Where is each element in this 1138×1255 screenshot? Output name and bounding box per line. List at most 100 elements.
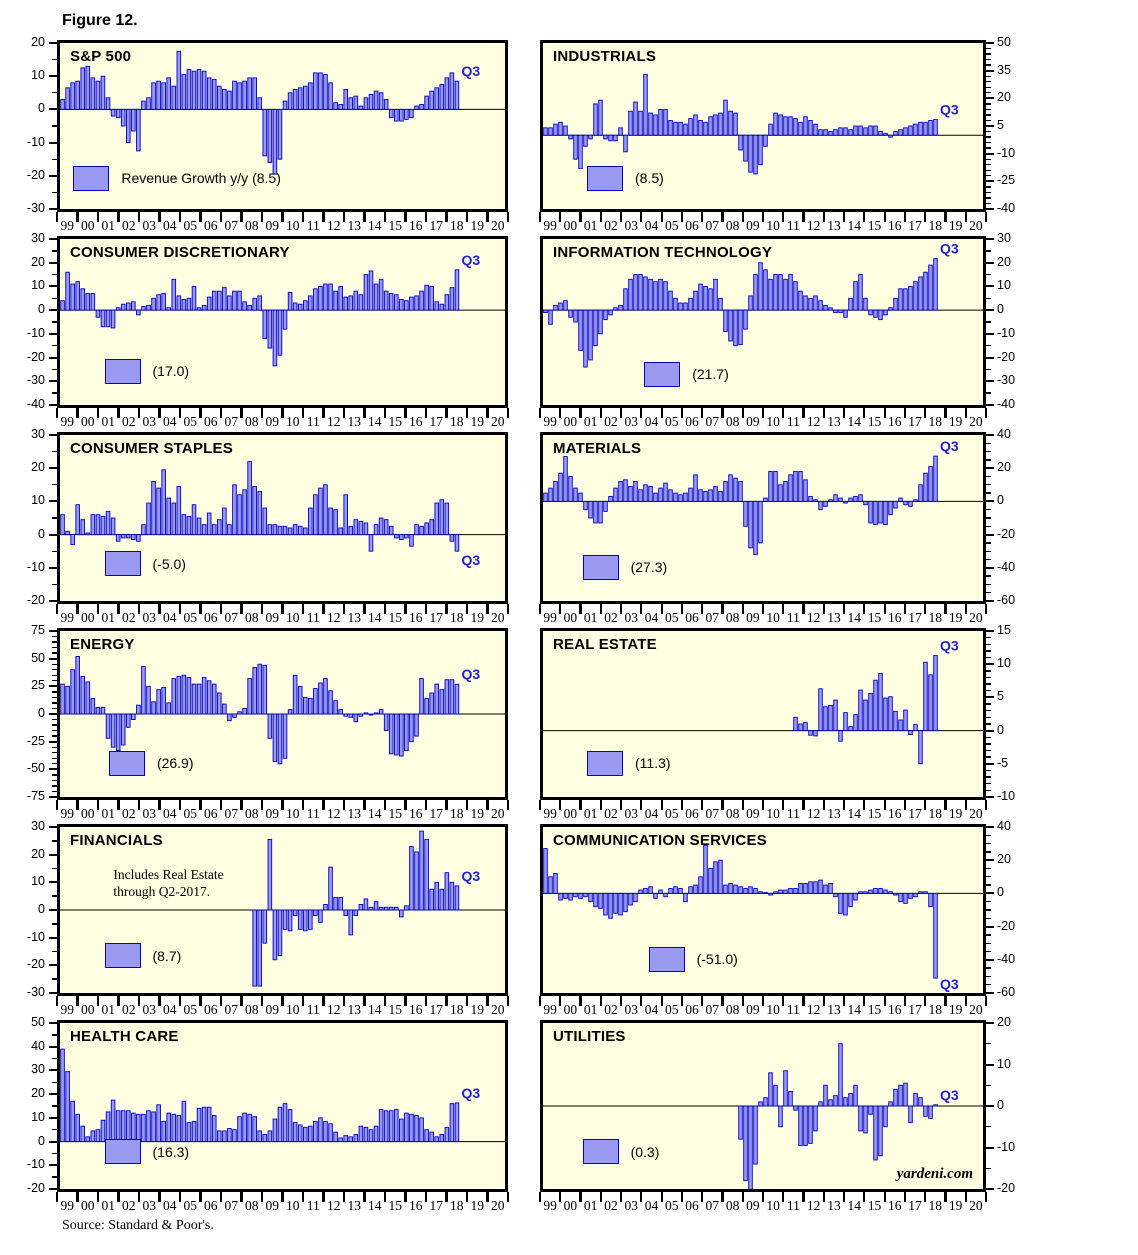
y-minor-tick xyxy=(986,492,991,494)
bar xyxy=(373,524,379,536)
bar xyxy=(353,713,359,723)
x-axis-tick xyxy=(76,604,79,614)
bar xyxy=(793,118,798,136)
bar xyxy=(883,697,888,732)
bar xyxy=(297,87,303,110)
x-axis-tick xyxy=(640,800,643,810)
bar xyxy=(444,872,450,911)
legend-label: (17.0) xyxy=(152,363,190,380)
x-axis-label: 08 xyxy=(725,610,740,625)
bar xyxy=(723,309,728,332)
x-axis-label: 20 xyxy=(969,610,983,625)
bar xyxy=(151,82,156,110)
x-axis-tick xyxy=(802,212,805,222)
y-minor-tick xyxy=(52,158,57,160)
bar xyxy=(928,674,933,732)
bar xyxy=(878,131,883,136)
bar xyxy=(693,474,698,502)
chart-health-care: Q3 HEALTH CARE (16.3) xyxy=(57,1020,508,1192)
bar xyxy=(156,487,161,536)
bar xyxy=(378,278,384,311)
y-minor-tick xyxy=(986,86,991,88)
y-minor-tick xyxy=(52,1176,57,1178)
bar xyxy=(257,909,263,987)
y-minor-tick xyxy=(986,475,991,478)
x-axis-label: 15 xyxy=(388,414,403,429)
x-axis-tick xyxy=(924,604,927,614)
bar xyxy=(161,469,166,536)
bar xyxy=(196,1107,202,1143)
bar xyxy=(171,278,177,311)
x-axis-label: 20 xyxy=(969,218,983,233)
x-axis-tick xyxy=(117,408,120,418)
bar xyxy=(277,1106,283,1143)
x-axis-tick xyxy=(984,1192,988,1202)
x-axis-tick xyxy=(76,408,79,418)
x-axis-label: 18 xyxy=(450,218,464,233)
x-axis-tick xyxy=(322,800,325,810)
x-axis-tick xyxy=(701,212,704,222)
bar xyxy=(338,709,343,715)
legend-financials: (8.7) xyxy=(104,943,181,969)
bar xyxy=(878,887,883,894)
x-axis-tick xyxy=(117,212,120,222)
bar xyxy=(227,713,232,722)
bar xyxy=(373,90,379,110)
bar xyxy=(683,892,688,903)
x-axis-label: 99 xyxy=(60,414,75,429)
y-minor-tick xyxy=(52,790,57,793)
x-axis-label: 17 xyxy=(429,1198,444,1213)
x-axis-tick xyxy=(579,408,582,418)
x-axis-tick xyxy=(219,212,223,222)
bar xyxy=(409,845,414,911)
x-axis-label: 99 xyxy=(543,610,557,625)
bar xyxy=(176,295,182,311)
x-axis-label: 13 xyxy=(827,218,841,233)
x-axis-label: 04 xyxy=(163,610,177,625)
x-axis-tick xyxy=(383,604,387,614)
y-major-tick xyxy=(986,380,994,383)
chart-title-materials: MATERIALS xyxy=(553,440,642,457)
bar xyxy=(548,309,553,325)
legend-swatch-icon xyxy=(104,943,141,969)
bar xyxy=(848,892,853,908)
bar xyxy=(628,278,633,311)
bar xyxy=(323,484,328,536)
bar xyxy=(553,304,558,311)
bar xyxy=(232,290,237,311)
x-axis-tick xyxy=(219,996,223,1006)
x-axis-tick xyxy=(445,408,448,418)
bar xyxy=(399,534,404,541)
x-axis-tick xyxy=(486,408,489,418)
y-minor-tick xyxy=(986,525,991,527)
bar xyxy=(348,713,354,718)
x-axis-label: 06 xyxy=(204,218,218,233)
x-axis-label: 07 xyxy=(224,414,239,429)
bar xyxy=(903,288,908,311)
x-axis-tick xyxy=(640,996,643,1006)
bar xyxy=(558,121,563,136)
bar xyxy=(176,486,182,536)
x-axis-label: 05 xyxy=(183,610,198,625)
bar xyxy=(292,302,298,311)
bar xyxy=(313,909,318,916)
bar xyxy=(60,1048,65,1143)
x-axis-tick xyxy=(559,212,562,222)
x-axis-label: 03 xyxy=(142,610,157,625)
x-axis-tick xyxy=(240,996,243,1006)
x-axis-label: 11 xyxy=(306,218,320,233)
x-axis-tick xyxy=(322,604,325,614)
bar xyxy=(429,90,434,110)
bar xyxy=(313,494,318,536)
x-axis-label: 19 xyxy=(470,610,485,625)
bar xyxy=(277,309,283,356)
bar xyxy=(753,1105,758,1165)
y-minor-tick xyxy=(986,851,991,853)
bar xyxy=(105,510,111,536)
q3-annotation: Q3 xyxy=(462,552,481,568)
bar xyxy=(833,1095,838,1107)
x-axis-tick xyxy=(137,408,141,418)
bar xyxy=(247,1113,252,1143)
y-minor-tick xyxy=(986,867,991,870)
bar xyxy=(593,309,598,347)
